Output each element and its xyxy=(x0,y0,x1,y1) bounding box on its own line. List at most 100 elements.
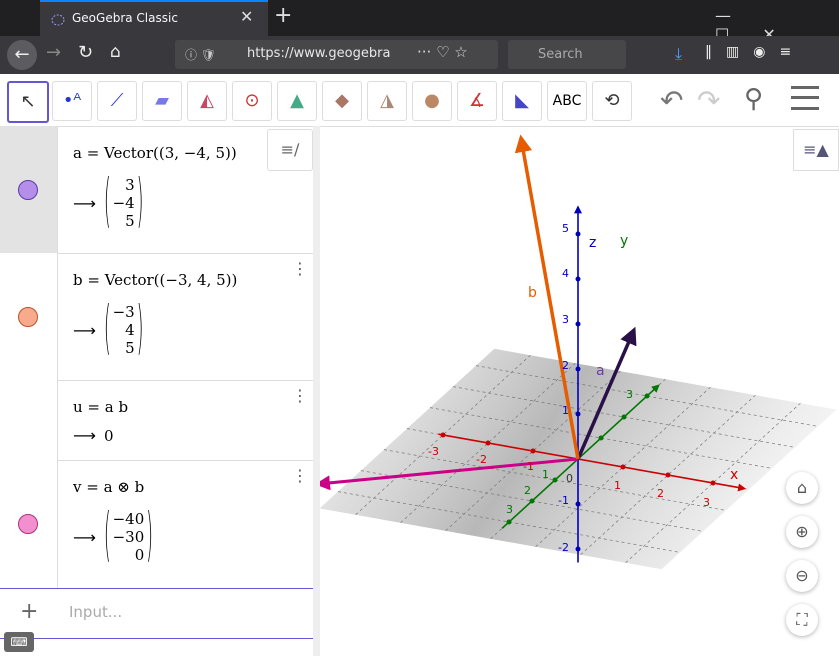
axis-label: 5 xyxy=(562,222,569,235)
text-tool[interactable]: ABC xyxy=(547,81,587,121)
axis-label: 2 xyxy=(524,484,531,497)
grid-line xyxy=(475,365,819,427)
algebra-row: ⋮ v = a ⊗ b ⟶ (−40 −30 0) xyxy=(0,460,313,589)
axis-label: 0 xyxy=(566,472,573,485)
algebra-style-toggle[interactable]: ≡∕ xyxy=(267,129,313,171)
url-bar[interactable]: ⓘ 🛡 https://www.geogebra ··· ♡ ☆ xyxy=(175,40,498,69)
reload-button[interactable]: ↻ xyxy=(78,42,94,63)
vector xyxy=(320,457,579,491)
tab-title: GeoGebra Classic xyxy=(72,11,178,25)
grid-line xyxy=(337,491,681,553)
axis-label: 1 xyxy=(542,468,549,481)
undo[interactable]: ↶ xyxy=(660,84,684,117)
output: ⟶ (3 −4 5) xyxy=(73,169,143,237)
output: ⟶ (−40 −30 0) xyxy=(73,503,153,571)
output-arrow: ⟶ xyxy=(73,193,96,213)
axis-tick xyxy=(665,472,671,478)
tab[interactable]: GeoGebra Classic ✕ xyxy=(40,0,268,36)
visibility-marble[interactable] xyxy=(18,514,38,534)
new-tab[interactable]: + xyxy=(274,3,293,28)
output-arrow: ⟶ xyxy=(73,320,96,340)
tool-button[interactable]: ▰ xyxy=(142,81,182,121)
axis-label: z xyxy=(589,235,596,251)
visibility-marble[interactable] xyxy=(18,306,38,327)
graphics-style-toggle[interactable]: ≡▲ xyxy=(793,129,839,171)
axis-label: -2 xyxy=(476,453,487,466)
axis-tick xyxy=(552,477,558,483)
add-button: + xyxy=(20,599,39,624)
view-button[interactable]: ⌂ xyxy=(786,472,818,504)
tool-button[interactable]: ∡ xyxy=(457,81,497,121)
vector-entries: −40 −30 0 xyxy=(113,510,145,564)
site-info: ⓘ 🛡 xyxy=(185,48,217,62)
forward-button[interactable]: → xyxy=(46,42,62,63)
search-tool[interactable]: ⚲ xyxy=(744,84,764,114)
axis-tick xyxy=(575,231,581,237)
input-placeholder: Input... xyxy=(69,603,123,621)
vector-entry: −30 xyxy=(112,528,145,546)
back-button[interactable]: ← xyxy=(7,40,37,70)
tab-close[interactable]: ✕ xyxy=(240,7,254,26)
axis-tick xyxy=(575,546,581,552)
menu[interactable] xyxy=(791,86,819,110)
column-vector: (−3 4 5) xyxy=(104,296,143,364)
search-box[interactable]: Search xyxy=(508,40,626,69)
axis-label: 3 xyxy=(562,313,569,326)
axis-tick xyxy=(598,435,604,441)
tool-button[interactable]: ◆ xyxy=(322,81,362,121)
axis-label: -2 xyxy=(558,541,569,554)
browser-tools[interactable]: ‖▥◉≡ xyxy=(705,44,806,60)
grid-line xyxy=(452,386,796,448)
axis-tick xyxy=(575,276,581,282)
axis-label: -1 xyxy=(558,494,569,507)
view-button[interactable]: ⊕ xyxy=(786,516,818,548)
vector xyxy=(576,326,637,460)
tool-button[interactable]: ◣ xyxy=(502,81,542,121)
page-actions[interactable]: ··· ♡ ☆ xyxy=(417,43,468,61)
axis-tick xyxy=(506,519,512,525)
tab-icon xyxy=(51,14,65,26)
grid-line xyxy=(429,407,773,469)
algebra-view: a = Vector((3, −4, 5)) ⟶(3 −4 5) ⋮ b = Vector… xyxy=(0,126,313,656)
definition: b = Vector((−3, 4, 5)) xyxy=(73,271,238,289)
axis-tick xyxy=(621,414,627,420)
tool-button[interactable]: ▲ xyxy=(277,81,317,121)
algebra-row: ⋮ u = a b ⟶ 0 xyxy=(0,380,313,461)
vector-entry: −4 xyxy=(112,194,135,212)
tool-button[interactable]: ◭ xyxy=(187,81,227,121)
more-menu[interactable]: ⋮ xyxy=(292,259,308,278)
definition: a = Vector((3, −4, 5)) xyxy=(73,144,237,162)
input-row[interactable]: + Input... xyxy=(0,588,313,639)
tool-button[interactable]: •ᴬ xyxy=(52,81,92,121)
paren: ( xyxy=(103,296,111,364)
home-button[interactable]: ⌂ xyxy=(110,42,121,62)
tool-button[interactable]: ◮ xyxy=(367,81,407,121)
tool-button[interactable]: ⊙ xyxy=(232,81,272,121)
tool-button[interactable]: ⟲ xyxy=(592,81,632,121)
redo[interactable]: ↷ xyxy=(697,84,721,117)
axis-label: y xyxy=(620,233,628,249)
paren: ) xyxy=(136,169,144,237)
tool-button[interactable]: ● xyxy=(412,81,452,121)
axis-tick xyxy=(620,464,626,470)
more-menu[interactable]: ⋮ xyxy=(292,466,308,485)
view-button[interactable]: ⛶ xyxy=(786,604,818,636)
axis-tick xyxy=(575,411,581,417)
view-button[interactable]: ⊖ xyxy=(786,560,818,592)
keyboard-button[interactable]: ⌨ xyxy=(4,632,34,652)
tool-button[interactable]: ⟋ xyxy=(97,81,137,121)
output: ⟶ 0 xyxy=(73,426,113,445)
axis-tick xyxy=(644,393,650,399)
more-menu[interactable]: ⋮ xyxy=(292,386,308,405)
visibility-marble[interactable] xyxy=(18,179,38,200)
vector-entry: 0 xyxy=(134,546,145,564)
tool-button[interactable]: ↖ xyxy=(7,81,49,123)
vector-entry: 5 xyxy=(125,339,135,357)
axis-label: 3 xyxy=(703,496,710,509)
vector-entry: 4 xyxy=(125,321,135,339)
downloads[interactable]: ⤓ xyxy=(675,44,683,63)
axis-tick xyxy=(575,501,581,507)
url: https://www.geogebra xyxy=(247,46,391,61)
search-placeholder: Search xyxy=(538,47,583,62)
